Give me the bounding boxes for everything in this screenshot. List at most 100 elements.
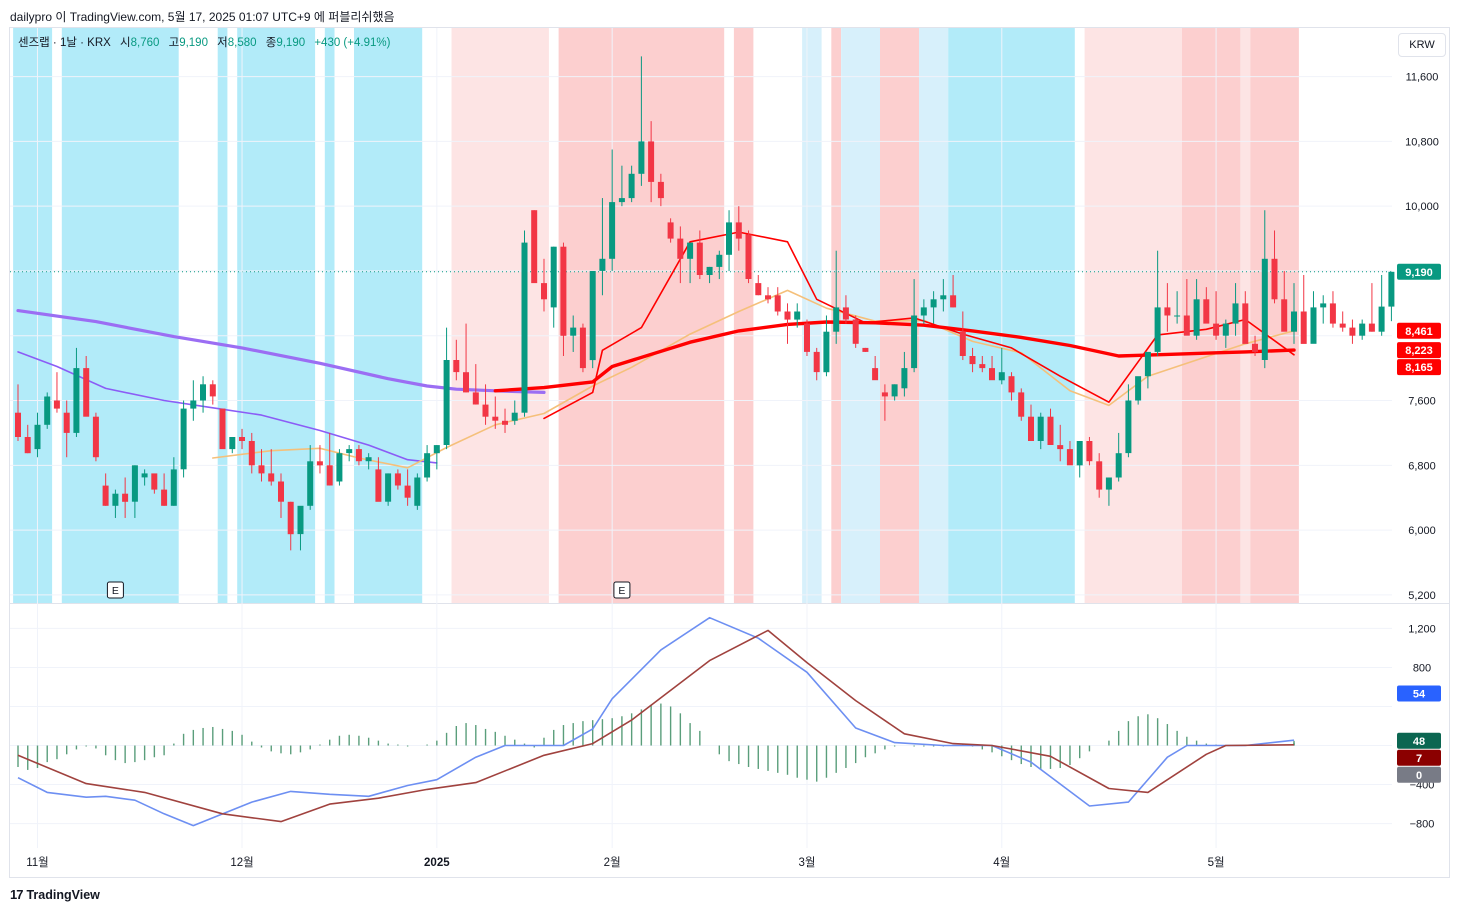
candle[interactable] [511,400,518,425]
candle[interactable] [141,469,148,486]
tradingview-logo[interactable]: 17 TradingView [10,887,100,902]
candle[interactable] [424,445,431,482]
candle[interactable] [1203,287,1210,324]
currency-button[interactable]: KRW [1398,33,1446,57]
candle[interactable] [287,501,294,551]
candle[interactable] [1329,291,1336,328]
candle[interactable] [1164,283,1171,332]
candle[interactable] [1144,351,1151,389]
candle[interactable] [726,210,732,271]
candle[interactable] [170,457,177,506]
candle[interactable] [979,355,986,373]
candle[interactable] [1222,319,1229,348]
candle[interactable] [1291,283,1297,344]
candle[interactable] [599,198,606,296]
candle[interactable] [920,299,927,324]
candle[interactable] [1018,388,1025,421]
candle[interactable] [687,242,694,284]
candle[interactable] [1349,319,1356,344]
candle[interactable] [1183,279,1190,336]
earnings-marker[interactable]: E [613,581,631,599]
candle[interactable] [1359,319,1366,340]
candle[interactable] [316,445,323,474]
candle[interactable] [1174,291,1181,324]
candle[interactable] [190,380,197,421]
candle[interactable] [1320,295,1327,324]
candle[interactable] [131,465,138,518]
candle[interactable] [618,165,625,207]
candle[interactable] [15,384,21,442]
candle[interactable] [881,384,888,421]
candle[interactable] [989,355,995,381]
candle[interactable] [1037,412,1044,450]
candle[interactable] [1339,311,1346,332]
candle[interactable] [842,295,849,324]
candle[interactable] [414,473,421,510]
candle[interactable] [1086,436,1093,466]
candle[interactable] [784,303,791,344]
candle[interactable] [862,347,869,352]
candle[interactable] [34,412,41,458]
candle[interactable] [1213,291,1220,340]
candle[interactable] [1125,384,1132,458]
candle[interactable] [531,210,538,284]
candle[interactable] [1271,230,1278,304]
candle[interactable] [278,473,284,518]
candle[interactable] [1242,291,1249,344]
candle[interactable] [44,392,51,429]
candle[interactable] [1281,270,1288,332]
candle[interactable] [92,412,99,462]
candle[interactable] [73,347,80,437]
candle[interactable] [735,206,742,251]
candle[interactable] [1057,424,1064,462]
candle[interactable] [765,287,771,304]
candle[interactable] [667,218,674,243]
candle[interactable] [1096,453,1103,498]
candle[interactable] [550,246,557,328]
candle[interactable] [180,400,187,478]
candle[interactable] [365,453,372,470]
candle[interactable] [1008,372,1015,401]
candle[interactable] [346,445,353,462]
candle[interactable] [102,473,109,506]
candle[interactable] [161,473,168,506]
candle[interactable] [1047,408,1054,445]
candle[interactable] [1193,279,1200,340]
candle[interactable] [706,266,713,284]
candle[interactable] [219,408,226,450]
earnings-marker[interactable]: E [106,581,124,599]
candle[interactable] [53,372,60,413]
candle[interactable] [83,355,90,417]
candle[interactable] [239,428,245,450]
candle[interactable] [200,376,206,413]
candle[interactable] [833,250,840,344]
candle[interactable] [1115,432,1122,482]
candle[interactable] [804,319,810,356]
candle[interactable] [930,291,937,324]
candle[interactable] [521,230,528,417]
candle[interactable] [813,347,820,381]
candle[interactable] [482,384,489,425]
candle[interactable] [745,230,752,284]
candle[interactable] [1105,477,1112,506]
candle[interactable] [589,271,596,369]
candle[interactable] [1378,275,1385,336]
candle[interactable] [1310,291,1317,344]
candle[interactable] [560,242,567,356]
candle[interactable] [248,432,255,474]
candle[interactable] [24,424,31,454]
candle[interactable] [326,432,333,486]
candle[interactable] [1154,250,1161,356]
candle[interactable] [541,258,547,312]
candle[interactable] [443,327,450,450]
candle[interactable] [1261,210,1268,369]
candle[interactable] [872,355,879,381]
candle[interactable] [959,311,966,361]
candle[interactable] [433,445,440,470]
candle[interactable] [950,275,957,308]
candle[interactable] [891,384,898,401]
candle[interactable] [63,400,70,458]
candle[interactable] [1252,335,1258,356]
candle[interactable] [628,165,635,203]
